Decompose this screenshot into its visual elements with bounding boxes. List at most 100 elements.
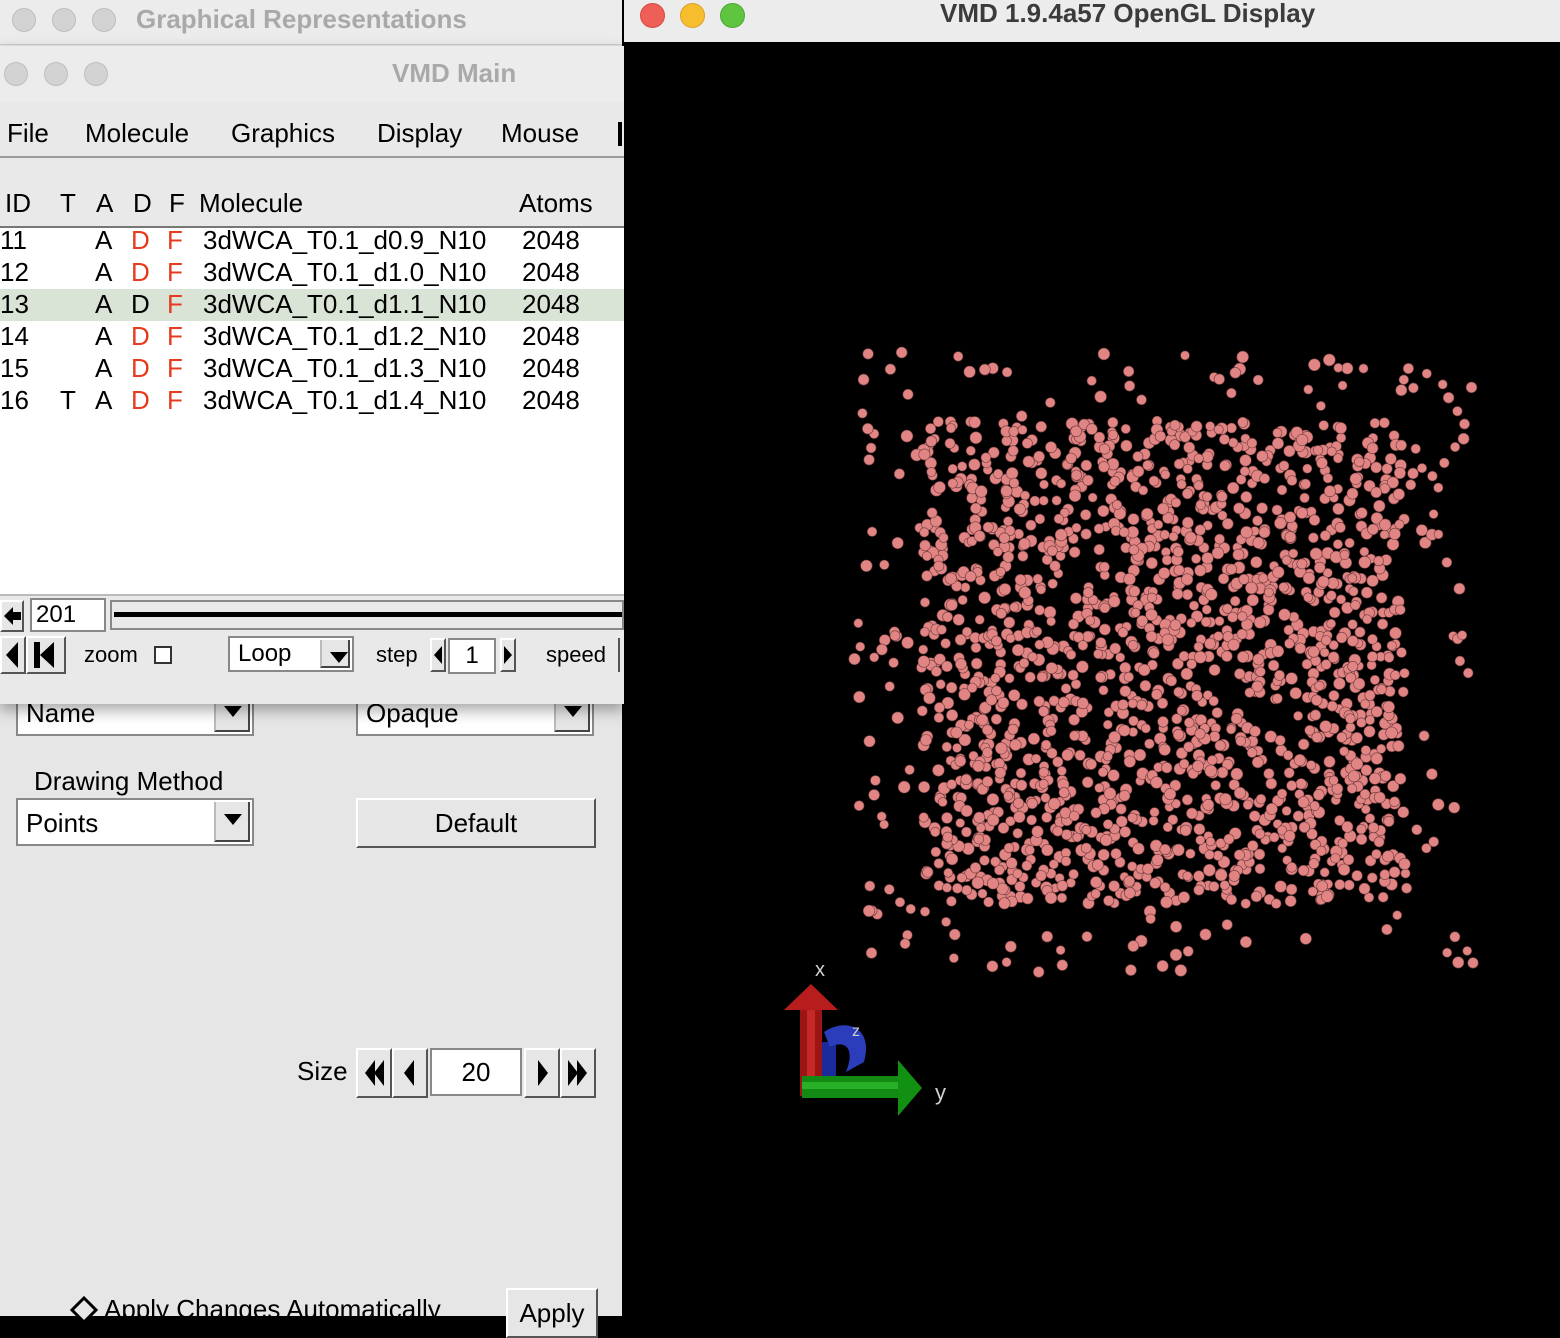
frame-slider[interactable] xyxy=(110,600,624,630)
table-row[interactable]: 12 A D F 3dWCA_T0.1_d1.0_N10 2048 xyxy=(0,257,624,289)
gl-minimize-button[interactable] xyxy=(680,3,705,28)
row-drawn-flag[interactable]: D xyxy=(131,225,150,255)
row-top-flag[interactable]: T xyxy=(60,385,76,415)
row-fixed-flag[interactable]: F xyxy=(167,225,183,255)
frame-input[interactable]: 201 xyxy=(30,598,106,632)
atom-point xyxy=(932,416,944,428)
menu-molecule[interactable]: Molecule xyxy=(85,118,190,148)
atom-point xyxy=(884,363,897,375)
atom-point xyxy=(993,468,1004,479)
drawing-method-select[interactable]: Points xyxy=(16,798,254,846)
play-reverse-button[interactable] xyxy=(26,636,66,674)
loop-mode-select[interactable]: Loop xyxy=(228,636,354,672)
table-row[interactable]: 14 A D F 3dWCA_T0.1_d1.2_N10 2048 xyxy=(0,321,624,353)
opengl-canvas[interactable]: x z y xyxy=(624,42,1560,1316)
atom-point xyxy=(879,819,889,830)
table-row[interactable]: 15 A D F 3dWCA_T0.1_d1.3_N10 2048 xyxy=(0,353,624,385)
atom-point xyxy=(1157,502,1170,515)
atom-point xyxy=(1180,667,1193,681)
size-input[interactable]: 20 xyxy=(430,1048,522,1096)
row-drawn-flag[interactable]: D xyxy=(131,289,150,319)
atom-point xyxy=(1031,825,1044,838)
atom-point xyxy=(1240,526,1253,539)
goto-start-button[interactable] xyxy=(0,600,24,632)
vmd-main-window: VMD Main File Molecule Graphics Display … xyxy=(0,46,625,704)
step-back-button[interactable] xyxy=(0,636,26,674)
atom-point xyxy=(1304,724,1316,736)
reps-minimize-button[interactable] xyxy=(52,8,76,32)
row-fixed-flag[interactable]: F xyxy=(167,353,183,383)
col-id[interactable]: ID xyxy=(5,188,31,218)
row-fixed-flag[interactable]: F xyxy=(167,321,183,351)
atom-point xyxy=(1103,707,1114,718)
atom-point xyxy=(1347,661,1359,672)
row-active-flag[interactable]: A xyxy=(95,257,113,287)
atom-point xyxy=(945,423,956,434)
menu-display[interactable]: Display xyxy=(377,118,463,148)
col-a[interactable]: A xyxy=(96,188,114,218)
atom-point xyxy=(1272,427,1283,438)
molecule-list[interactable]: 11 A D F 3dWCA_T0.1_d0.9_N10 2048 12 A D… xyxy=(0,225,624,640)
z-axis-shaft xyxy=(820,1042,836,1080)
atom-point xyxy=(1226,894,1237,906)
col-f[interactable]: F xyxy=(169,188,185,218)
row-drawn-flag[interactable]: D xyxy=(131,257,150,287)
row-fixed-flag[interactable]: F xyxy=(167,289,183,319)
atom-point xyxy=(1205,588,1218,601)
step-decrease-button[interactable] xyxy=(430,638,446,672)
col-t[interactable]: T xyxy=(60,188,76,218)
col-d[interactable]: D xyxy=(133,188,152,218)
size-decrease-button[interactable] xyxy=(392,1048,428,1098)
row-drawn-flag[interactable]: D xyxy=(131,353,150,383)
reps-zoom-button[interactable] xyxy=(92,8,116,32)
col-atoms[interactable]: Atoms xyxy=(519,188,593,218)
material-select[interactable]: Opaque xyxy=(356,690,594,736)
main-zoom-button[interactable] xyxy=(84,62,108,86)
main-close-button[interactable] xyxy=(4,62,28,86)
row-fixed-flag[interactable]: F xyxy=(167,257,183,287)
speed-slider-edge[interactable] xyxy=(618,638,626,672)
row-drawn-flag[interactable]: D xyxy=(131,385,150,415)
row-fixed-flag[interactable]: F xyxy=(167,385,183,415)
row-active-flag[interactable]: A xyxy=(95,225,113,255)
col-molecule[interactable]: Molecule xyxy=(199,188,304,218)
atom-point xyxy=(1433,482,1444,493)
row-active-flag[interactable]: A xyxy=(95,289,113,319)
table-row[interactable]: 11 A D F 3dWCA_T0.1_d0.9_N10 2048 xyxy=(0,225,624,257)
default-button[interactable]: Default xyxy=(356,798,596,848)
atom-point xyxy=(1056,892,1068,904)
atom-point xyxy=(1056,766,1067,776)
atom-point xyxy=(960,582,971,593)
atom-point xyxy=(1441,557,1453,568)
menu-graphics[interactable]: Graphics xyxy=(231,118,336,148)
atom-point xyxy=(900,429,914,443)
apply-auto-checkbox[interactable] xyxy=(69,1295,99,1325)
size-increase-button[interactable] xyxy=(524,1048,560,1098)
atom-point xyxy=(1123,572,1136,586)
main-minimize-button[interactable] xyxy=(44,62,68,86)
menu-mouse[interactable]: Mouse xyxy=(501,118,580,148)
atom-point xyxy=(1216,766,1229,779)
row-drawn-flag[interactable]: D xyxy=(131,321,150,351)
atom-point xyxy=(1052,756,1064,768)
row-active-flag[interactable]: A xyxy=(95,385,113,415)
atom-point xyxy=(1233,502,1245,515)
step-increase-button[interactable] xyxy=(500,638,516,672)
size-decrease-fast-button[interactable] xyxy=(356,1048,392,1098)
atom-point xyxy=(1018,537,1031,550)
atom-point xyxy=(1376,743,1387,754)
gl-zoom-button[interactable] xyxy=(720,3,745,28)
row-active-flag[interactable]: A xyxy=(95,321,113,351)
atom-point xyxy=(1031,753,1042,764)
row-active-flag[interactable]: A xyxy=(95,353,113,383)
zoom-checkbox[interactable] xyxy=(154,646,172,664)
atom-point xyxy=(1125,964,1137,976)
size-increase-fast-button[interactable] xyxy=(560,1048,596,1098)
apply-button[interactable]: Apply xyxy=(506,1288,598,1338)
table-row-selected[interactable]: 13 A D F 3dWCA_T0.1_d1.1_N10 2048 xyxy=(0,289,624,321)
table-row[interactable]: 16 T A D F 3dWCA_T0.1_d1.4_N10 2048 xyxy=(0,385,624,417)
reps-close-button[interactable] xyxy=(12,8,36,32)
gl-close-button[interactable] xyxy=(640,3,665,28)
menu-file[interactable]: File xyxy=(7,118,49,148)
step-input[interactable]: 1 xyxy=(448,638,496,674)
